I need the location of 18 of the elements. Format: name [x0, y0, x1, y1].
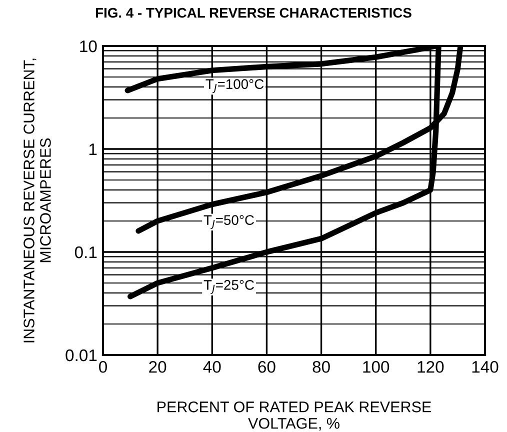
y-tick-label: 10 [80, 40, 97, 52]
y-tick-label: 1 [89, 144, 97, 156]
x-tick-label: 140 [472, 360, 498, 373]
x-tick-label: 100 [363, 360, 390, 373]
chart-title: FIG. 4 - TYPICAL REVERSE CHARACTERISTICS [96, 8, 412, 18]
x-tick-label: 60 [258, 360, 276, 373]
y-tick-label: 0.01 [66, 349, 97, 362]
annotation: T$_{J}$=25°C [204, 280, 254, 294]
x-tick-label: 120 [418, 360, 444, 373]
x-tick-label: 80 [312, 360, 330, 373]
y-axis-title: INSTANTANEOUS REVERSE CURRENT, MICROAMPERES [24, 58, 51, 342]
x-tick-label: 0 [99, 360, 107, 373]
x-axis-title: PERCENT OF RATED PEAK REVERSE VOLTAGE, % [158, 401, 432, 431]
x-tick-label: 20 [149, 360, 166, 373]
x-tick-label: 40 [203, 360, 221, 373]
annotation: T$_{J}$=100°C [206, 79, 264, 94]
y-tick-label: 0.1 [74, 246, 97, 258]
annotation: T$_{J}$=50°C [204, 215, 254, 230]
